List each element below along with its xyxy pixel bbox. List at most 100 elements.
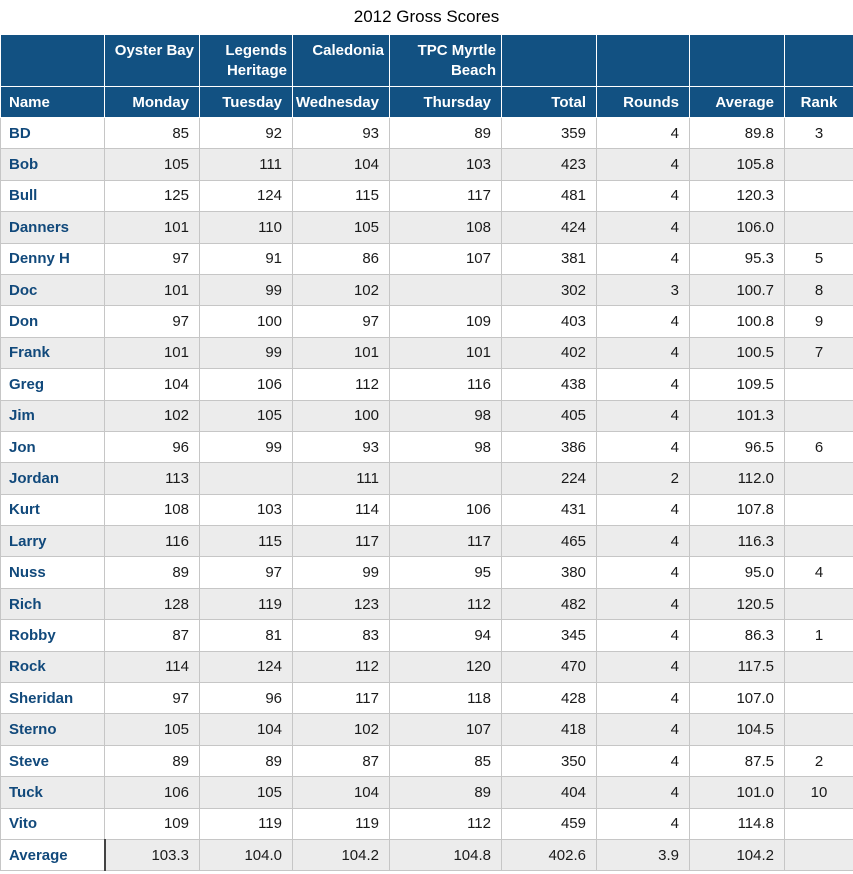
score-cell: 4 — [596, 399, 690, 432]
score-cell: 4 — [596, 619, 690, 652]
score-cell: 102 — [292, 273, 390, 307]
table-row: Robby 87 81 83 94 345 4 86.3 1 — [0, 619, 853, 652]
score-cell: 100.7 — [689, 273, 785, 307]
score-cell: 482 — [501, 587, 597, 621]
rank-cell: 2 — [784, 744, 853, 778]
score-cell: 124 — [199, 179, 293, 213]
score-cell: 402.6 — [501, 838, 597, 872]
score-cell: 4 — [596, 713, 690, 746]
score-cell: 96 — [199, 682, 293, 715]
column-header-average: Average — [689, 86, 785, 118]
score-cell: 85 — [389, 744, 502, 778]
score-cell: 4 — [596, 493, 690, 527]
score-cell: 111 — [292, 462, 390, 495]
column-header-wednesday: Wednesday — [292, 86, 390, 118]
score-cell: 117 — [389, 525, 502, 558]
score-cell — [199, 462, 293, 495]
table-row: Nuss 89 97 99 95 380 4 95.0 4 — [0, 556, 853, 589]
score-cell: 102 — [104, 399, 200, 432]
score-cell: 97 — [199, 556, 293, 589]
column-header-monday: Monday — [104, 86, 200, 118]
rank-cell — [784, 650, 853, 684]
score-cell: 109 — [104, 807, 200, 840]
score-cell: 119 — [199, 587, 293, 621]
score-cell: 106.0 — [689, 211, 785, 244]
score-cell: 4 — [596, 682, 690, 715]
score-cell: 124 — [199, 650, 293, 684]
score-cell: 224 — [501, 462, 597, 495]
score-cell: 104 — [199, 713, 293, 746]
table-row: Larry 116 115 117 117 465 4 116.3 — [0, 525, 853, 558]
rank-cell — [784, 682, 853, 715]
score-cell: 119 — [292, 807, 390, 840]
score-cell: 105 — [199, 776, 293, 809]
score-cell: 4 — [596, 587, 690, 621]
score-cell: 424 — [501, 211, 597, 244]
score-cell: 103 — [199, 493, 293, 527]
score-cell: 104.8 — [389, 838, 502, 872]
score-cell: 101 — [104, 336, 200, 370]
score-cell: 86.3 — [689, 619, 785, 652]
score-cell: 345 — [501, 619, 597, 652]
score-cell: 405 — [501, 399, 597, 432]
rank-cell: 3 — [784, 116, 853, 150]
score-cell: 106 — [199, 368, 293, 401]
score-cell: 96 — [104, 430, 200, 464]
score-cell: 92 — [199, 116, 293, 150]
table-row: Tuck 106 105 104 89 404 4 101.0 10 — [0, 776, 853, 809]
score-cell: 99 — [199, 273, 293, 307]
course-header-empty — [784, 34, 853, 87]
table-row: Rock 114 124 112 120 470 4 117.5 — [0, 650, 853, 684]
table-row: Doc 101 99 102 302 3 100.7 8 — [0, 273, 853, 307]
score-cell: 93 — [292, 116, 390, 150]
score-cell: 120 — [389, 650, 502, 684]
course-header-legends: Legends Heritage — [199, 34, 293, 87]
score-cell: 114 — [104, 650, 200, 684]
score-cell — [389, 462, 502, 495]
score-cell: 3.9 — [596, 838, 690, 872]
player-name-cell: Greg — [0, 368, 105, 401]
rank-cell — [784, 838, 853, 872]
average-row: Average 103.3 104.0 104.2 104.8 402.6 3.9 104.2 — [0, 838, 853, 872]
score-cell: 116.3 — [689, 525, 785, 558]
score-cell: 104 — [292, 148, 390, 181]
score-cell: 100.5 — [689, 336, 785, 370]
score-cell: 4 — [596, 556, 690, 589]
table-row: Sheridan 97 96 117 118 428 4 107.0 — [0, 682, 853, 715]
rank-cell — [784, 399, 853, 432]
table-row: Frank 101 99 101 101 402 4 100.5 7 — [0, 336, 853, 370]
rank-cell — [784, 493, 853, 527]
score-cell: 386 — [501, 430, 597, 464]
score-cell: 117 — [292, 525, 390, 558]
score-cell: 117 — [292, 682, 390, 715]
score-cell: 89 — [104, 556, 200, 589]
score-cell: 112 — [389, 587, 502, 621]
rank-cell — [784, 148, 853, 181]
chart-title: 2012 Gross Scores — [353, 7, 500, 26]
score-cell: 100 — [199, 305, 293, 338]
player-name-cell: Larry — [0, 525, 105, 558]
score-cell: 125 — [104, 179, 200, 213]
score-cell: 120.3 — [689, 179, 785, 213]
table-header: Oyster Bay Legends Heritage Caledonia TP… — [0, 34, 853, 118]
column-header-total: Total — [501, 86, 597, 118]
score-cell: 117.5 — [689, 650, 785, 684]
score-cell: 96.5 — [689, 430, 785, 464]
course-header-row: Oyster Bay Legends Heritage Caledonia TP… — [0, 34, 853, 87]
player-name-cell: Bull — [0, 179, 105, 213]
score-cell: 101 — [104, 273, 200, 307]
column-header-thursday: Thursday — [389, 86, 502, 118]
score-cell: 4 — [596, 179, 690, 213]
score-cell: 116 — [389, 368, 502, 401]
score-cell: 107 — [389, 242, 502, 275]
score-cell: 428 — [501, 682, 597, 715]
score-cell: 4 — [596, 148, 690, 181]
score-cell: 381 — [501, 242, 597, 275]
player-name-cell: Denny H — [0, 242, 105, 275]
table-row: Bull 125 124 115 117 481 4 120.3 — [0, 179, 853, 213]
score-cell: 119 — [199, 807, 293, 840]
score-cell: 81 — [199, 619, 293, 652]
score-cell: 89 — [104, 744, 200, 778]
course-header-empty — [0, 34, 105, 87]
score-cell: 459 — [501, 807, 597, 840]
